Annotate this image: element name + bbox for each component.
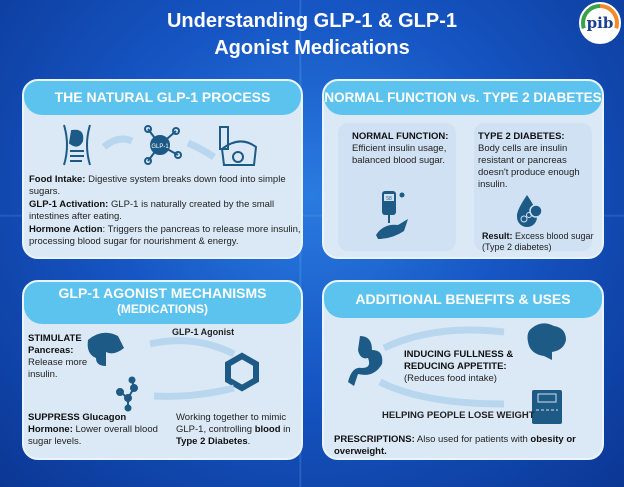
panel-heading: GLP-1 AGONIST MECHANISMS (MEDICATIONS) — [24, 282, 301, 324]
hormone-action-text: Hormone Action: Triggers the pancreas to… — [29, 224, 301, 247]
working-together-text: Working together to mimic GLP-1, control… — [176, 412, 291, 447]
normal-vs-diabetes-panel: NORMAL FUNCTION vs. TYPE 2 DIABETES NORM… — [322, 79, 604, 259]
page-title: Understanding GLP-1 & GLP-1 Agonist Medi… — [0, 8, 624, 62]
heading-sub: (MEDICATIONS) — [116, 302, 209, 316]
natural-process-panel: THE NATURAL GLP-1 PROCESS GLP-1 Food Int… — [22, 79, 303, 259]
arrow-icon — [153, 384, 235, 400]
arrow-icon — [101, 135, 134, 150]
glucagon-molecule-icon — [116, 376, 138, 412]
benefit-icons — [348, 323, 566, 424]
heading-main: GLP-1 AGONIST MECHANISMS — [58, 285, 267, 301]
title-line-2: Agonist Medications — [214, 37, 410, 59]
normal-function-box: NORMAL FUNCTION: Efficient insulin usage,… — [338, 123, 456, 251]
pib-logo: pib — [579, 2, 621, 44]
blood-drop-icon — [516, 195, 543, 227]
arrow-icon — [149, 337, 236, 358]
brain-icon — [527, 323, 566, 360]
digestive-system-icon — [63, 124, 91, 166]
glp1-molecule-icon — [144, 125, 182, 165]
panel-heading: ADDITIONAL BENEFITS & USES — [324, 282, 602, 318]
prescriptions-text: PRESCRIPTIONS: Also used for patients wi… — [334, 434, 576, 457]
weight-scale-icon — [532, 390, 562, 424]
pancreas-icon — [87, 332, 124, 366]
glp-label: GLP-1 — [151, 144, 169, 150]
stimulate-text: STIMULATE Pancreas: Release more insulin. — [28, 333, 88, 380]
suppress-text: SUPPRESS Glucagon Hormone: Lower overall … — [28, 412, 158, 447]
fullness-text: INDUCING FULLNESS & REDUCING APPETITE: (R… — [404, 349, 514, 384]
arrow-icon — [186, 139, 216, 160]
glp1-activation-text: GLP-1 Activation: GLP-1 is naturally cre… — [29, 199, 275, 222]
type2-diabetes-text: TYPE 2 DIABETES: Body cells are insulin r… — [478, 131, 580, 190]
title-line-1: Understanding GLP-1 & GLP-1 — [166, 10, 458, 32]
lose-weight-text: HELPING PEOPLE LOSE WEIGHT — [382, 410, 535, 421]
agonist-mechanisms-panel: GLP-1 AGONIST MECHANISMS (MEDICATIONS) ST… — [22, 280, 303, 460]
mechanism-icons — [87, 332, 259, 412]
type2-diabetes-box: TYPE 2 DIABETES: Body cells are insulin r… — [474, 123, 594, 252]
svg-text:58: 58 — [386, 196, 392, 202]
normal-function-text: NORMAL FUNCTION: Efficient insulin usage,… — [352, 131, 449, 166]
process-icons: GLP-1 — [63, 124, 258, 166]
glp1-agonist-label: GLP-1 Agonist — [172, 327, 235, 337]
food-icon — [219, 126, 258, 166]
food-intake-text: Food Intake: Digestive system breaks dow… — [29, 174, 286, 197]
glucose-meter-icon: 58 — [376, 191, 408, 239]
hexagon-molecule-icon — [225, 352, 259, 392]
panel-heading: THE NATURAL GLP-1 PROCESS — [24, 81, 301, 115]
logo-text: pib — [585, 8, 615, 38]
result-text: Result: Excess blood sugar (Type 2 diabe… — [482, 231, 594, 252]
arrow-icon — [382, 326, 505, 352]
stomach-icon — [348, 336, 383, 386]
additional-benefits-panel: ADDITIONAL BENEFITS & USES INDUCING FULL… — [322, 280, 604, 460]
panel-heading: NORMAL FUNCTION vs. TYPE 2 DIABETES — [324, 81, 602, 115]
arrow-icon — [378, 378, 505, 408]
